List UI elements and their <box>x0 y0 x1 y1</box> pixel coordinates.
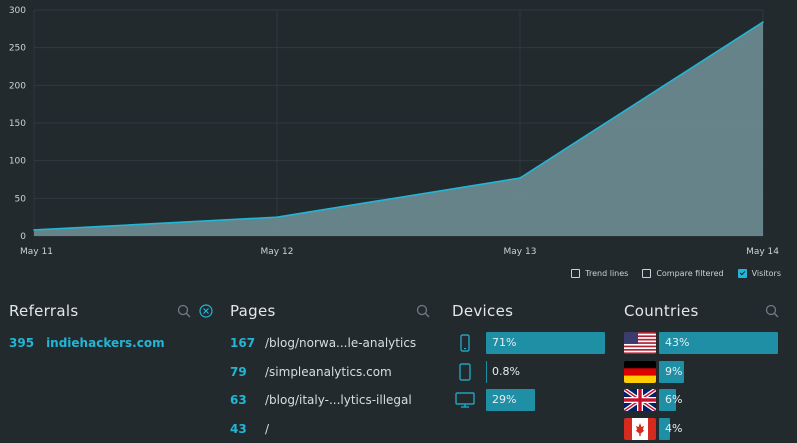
device-bar: 0.8% <box>486 360 606 383</box>
pages-title: Pages <box>230 302 276 320</box>
countries-panel: Countries 43% 9% <box>624 300 779 443</box>
visitors-point <box>276 216 278 218</box>
chart-legend: Trend lines Compare filtered Visitors <box>571 269 781 278</box>
page-count: 43 <box>230 422 247 437</box>
tablet-icon <box>452 362 478 382</box>
page-path[interactable]: /blog/italy-...lytics-illegal <box>265 393 412 408</box>
country-row[interactable]: 4% <box>624 415 779 443</box>
country-bar-fill <box>659 389 676 412</box>
device-bar-fill <box>486 360 487 383</box>
device-row[interactable]: 0.8% <box>452 358 608 387</box>
country-row[interactable]: 6% <box>624 386 779 415</box>
visitors-line <box>33 21 764 231</box>
close-circle-icon[interactable] <box>199 304 213 318</box>
referral-row[interactable]: 395 indiehackers.com <box>9 336 213 350</box>
x-tick-label: May 14 <box>746 247 779 257</box>
y-tick-label: 250 <box>9 44 26 54</box>
visitors-point <box>33 229 35 231</box>
page-path[interactable]: / <box>265 422 270 437</box>
page-count: 167 <box>230 336 256 351</box>
referral-count: 395 <box>9 336 35 350</box>
chart-svg: 0 50 100 150 200 250 300 May 11 May 12 May 13 May … <box>9 6 779 257</box>
page-path[interactable]: /blog/norwa...le-analytics <box>265 336 417 351</box>
devices-panel: Devices 71% 0.8% <box>452 300 608 415</box>
device-row[interactable]: 71% <box>452 329 608 358</box>
search-icon[interactable] <box>765 304 779 318</box>
devices-title: Devices <box>452 302 514 320</box>
country-bar: 43% <box>659 332 778 355</box>
country-row[interactable]: 43% <box>624 329 779 358</box>
trend-lines-toggle[interactable]: Trend lines <box>571 269 628 278</box>
gb-flag-icon <box>624 389 656 412</box>
visitors-chart: 0 50 100 150 200 250 300 May 11 May 12 May 13 May … <box>9 6 779 257</box>
x-tick-label: May 11 <box>20 247 53 257</box>
x-tick-label: May 12 <box>261 247 294 257</box>
x-tick-label: May 13 <box>504 247 537 257</box>
page-count: 79 <box>230 364 247 379</box>
country-bar: 4% <box>659 418 778 441</box>
de-flag-icon <box>624 360 656 383</box>
y-tick-label: 150 <box>9 119 26 129</box>
y-tick-label: 0 <box>20 232 26 242</box>
country-row[interactable]: 9% <box>624 358 779 387</box>
country-percent: 4% <box>665 422 683 436</box>
referrals-title: Referrals <box>9 302 79 320</box>
pages-panel: Pages 167 /blog/norwa...le-analytics 79 … <box>230 300 430 443</box>
country-bar: 9% <box>659 360 778 383</box>
page-row[interactable]: 79 /simpleanalytics.com <box>230 358 430 387</box>
device-bar: 29% <box>486 389 606 412</box>
y-tick-label: 50 <box>15 194 27 204</box>
ca-flag-icon <box>624 418 656 441</box>
trend-lines-label: Trend lines <box>585 269 629 278</box>
compare-filtered-checkbox[interactable] <box>642 269 652 278</box>
desktop-icon <box>452 390 478 410</box>
page-row[interactable]: 167 /blog/norwa...le-analytics <box>230 329 430 358</box>
y-tick-label: 200 <box>9 81 26 91</box>
device-row[interactable]: 29% <box>452 386 608 415</box>
y-tick-label: 300 <box>9 6 26 16</box>
visitors-label: Visitors <box>751 269 781 278</box>
country-bar: 6% <box>659 389 778 412</box>
country-percent: 9% <box>665 364 683 378</box>
compare-filtered-label: Compare filtered <box>656 269 724 278</box>
search-icon[interactable] <box>177 304 191 318</box>
trend-lines-checkbox[interactable] <box>571 269 581 278</box>
device-percent: 29% <box>492 393 517 407</box>
referral-label[interactable]: indiehackers.com <box>46 336 165 350</box>
referrals-panel: Referrals 395 indiehackers.com <box>9 300 213 350</box>
device-percent: 0.8% <box>492 364 520 378</box>
countries-title: Countries <box>624 302 699 320</box>
us-flag-icon <box>624 332 656 355</box>
y-tick-label: 100 <box>9 157 26 167</box>
search-icon[interactable] <box>416 304 430 318</box>
country-bar-fill <box>659 418 670 441</box>
country-bar-fill <box>659 332 778 355</box>
country-percent: 43% <box>665 336 690 350</box>
visitors-toggle[interactable]: Visitors <box>737 269 781 278</box>
visitors-area <box>34 22 763 237</box>
visitors-point <box>762 21 764 23</box>
page-row[interactable]: 43 / <box>230 415 430 443</box>
visitors-point <box>519 177 521 179</box>
page-row[interactable]: 63 /blog/italy-...lytics-illegal <box>230 386 430 415</box>
mobile-icon <box>452 333 478 353</box>
visitors-checkbox[interactable] <box>737 269 747 278</box>
page-count: 63 <box>230 393 247 408</box>
device-bar-fill <box>486 332 605 355</box>
device-percent: 71% <box>492 336 517 350</box>
page-path[interactable]: /simpleanalytics.com <box>265 364 392 379</box>
country-bar-fill <box>659 360 684 383</box>
compare-filtered-toggle[interactable]: Compare filtered <box>642 269 724 278</box>
device-bar-fill <box>486 389 535 412</box>
device-bar: 71% <box>486 332 606 355</box>
country-percent: 6% <box>665 393 683 407</box>
